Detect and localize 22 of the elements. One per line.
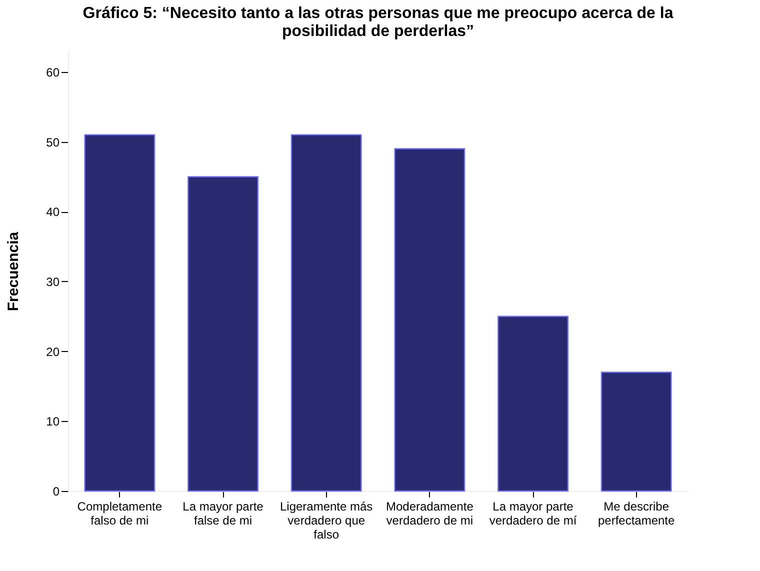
x-tick-label: Moderadamente verdadero de mi bbox=[386, 500, 474, 528]
y-axis-title: Frecuencia bbox=[5, 231, 22, 312]
y-tick-label: 0 bbox=[52, 484, 60, 498]
text: posibilidad de perderlas” bbox=[282, 23, 474, 40]
bar bbox=[84, 134, 156, 492]
x-tick-label: Me describe perfectamente bbox=[598, 500, 676, 528]
text: Gráfico 5: “Necesito tanto a las otras personas que me preocupo acerca de la bbox=[82, 5, 674, 22]
bar bbox=[394, 148, 466, 492]
x-tick-label: La mayor parte verdadero de mí bbox=[489, 500, 578, 528]
y-tick-label: 60 bbox=[46, 65, 60, 80]
bar bbox=[188, 176, 258, 492]
y-tick-label: 20 bbox=[46, 344, 60, 359]
bar bbox=[600, 372, 672, 492]
y-tick-label: 40 bbox=[46, 205, 60, 220]
y-tick-label: 50 bbox=[46, 135, 60, 150]
x-tick-label: Ligeramente más verdadero que falso bbox=[280, 500, 373, 542]
x-tick-label: Completamente falso de mi bbox=[77, 500, 162, 528]
y-tick-label: 10 bbox=[46, 414, 60, 429]
bar bbox=[290, 134, 362, 492]
bar bbox=[498, 316, 568, 492]
x-tick-label: La mayor parte false de mi bbox=[182, 500, 264, 528]
y-tick-label: 30 bbox=[46, 274, 60, 289]
